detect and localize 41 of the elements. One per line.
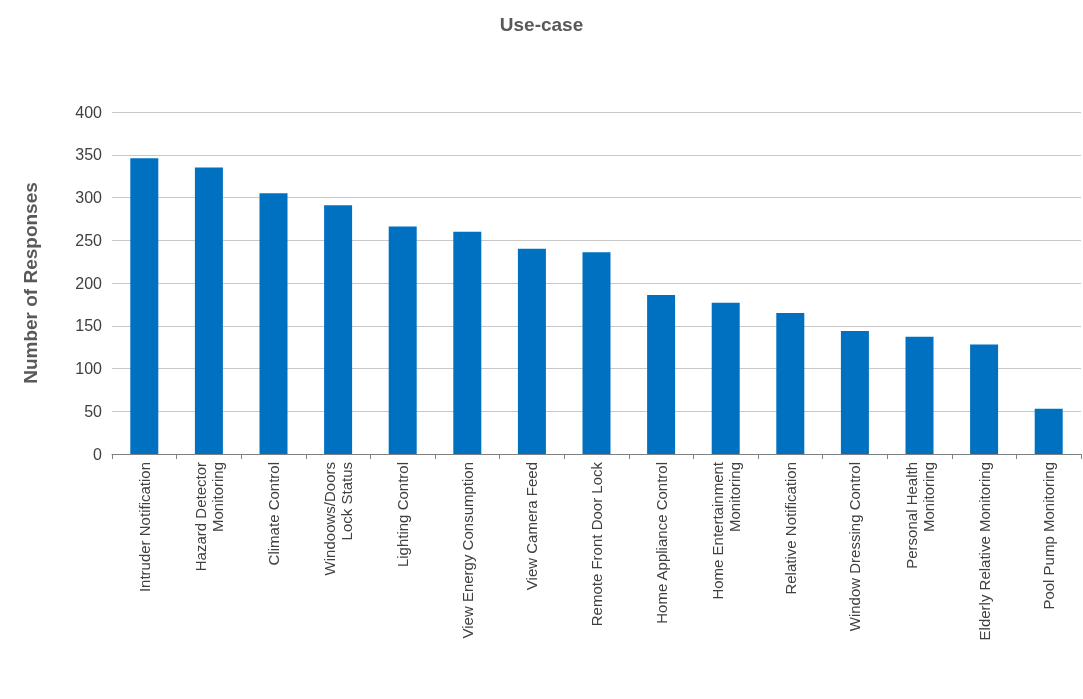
bar xyxy=(647,294,676,454)
y-tick-label: 150 xyxy=(75,317,103,335)
x-tick-label: Elderly Relative Monitoring xyxy=(975,462,993,641)
x-tick-label: Windoows/Doors Lock Status xyxy=(321,462,356,576)
bar xyxy=(905,336,934,454)
y-axis-title: Number of Responses xyxy=(20,182,41,384)
y-tick-label: 250 xyxy=(75,231,103,249)
x-tick-label: View Energy Consumption xyxy=(458,462,476,639)
x-tick-label: Window Dressing Control xyxy=(846,462,864,632)
bar xyxy=(324,205,353,454)
bar xyxy=(776,312,805,454)
chart-title: Use-case xyxy=(499,14,584,35)
y-tick-label: 50 xyxy=(84,402,103,420)
x-tick-label: Hazard Detector Monitoring xyxy=(191,462,226,572)
y-tick-label: 200 xyxy=(75,274,103,292)
bar xyxy=(130,158,159,454)
x-tick-label: Lighting Control xyxy=(394,462,412,568)
bar xyxy=(970,344,999,454)
x-tick-label: Relative Notification xyxy=(781,462,799,595)
bar xyxy=(517,248,546,454)
bar xyxy=(259,193,288,454)
x-tick-label: Home Entertainment Monitoring xyxy=(708,461,743,600)
y-tick-label: 400 xyxy=(75,103,103,121)
bar xyxy=(1034,408,1063,454)
y-tick-label: 100 xyxy=(75,360,103,377)
y-tick-label: 0 xyxy=(93,445,103,463)
bar xyxy=(840,330,869,454)
bar xyxy=(711,302,740,454)
x-tick-label: View Camera Feed xyxy=(523,462,541,591)
x-tick-label: Personal Health Monitoring xyxy=(902,462,937,569)
bar xyxy=(453,231,482,454)
x-tick-label: Climate Control xyxy=(265,462,282,566)
x-tick-label: Remote Front Door Lock xyxy=(588,461,605,627)
bar xyxy=(582,252,611,454)
y-tick-label: 350 xyxy=(75,146,103,164)
x-tick-label: Pool Pump Monitoring xyxy=(1040,462,1058,610)
x-tick-label: Intruder Notification xyxy=(135,462,153,593)
bar xyxy=(194,167,223,454)
bar xyxy=(388,226,417,454)
x-tick-label: Home Appliance Control xyxy=(652,462,670,624)
y-tick-label: 300 xyxy=(75,189,103,206)
